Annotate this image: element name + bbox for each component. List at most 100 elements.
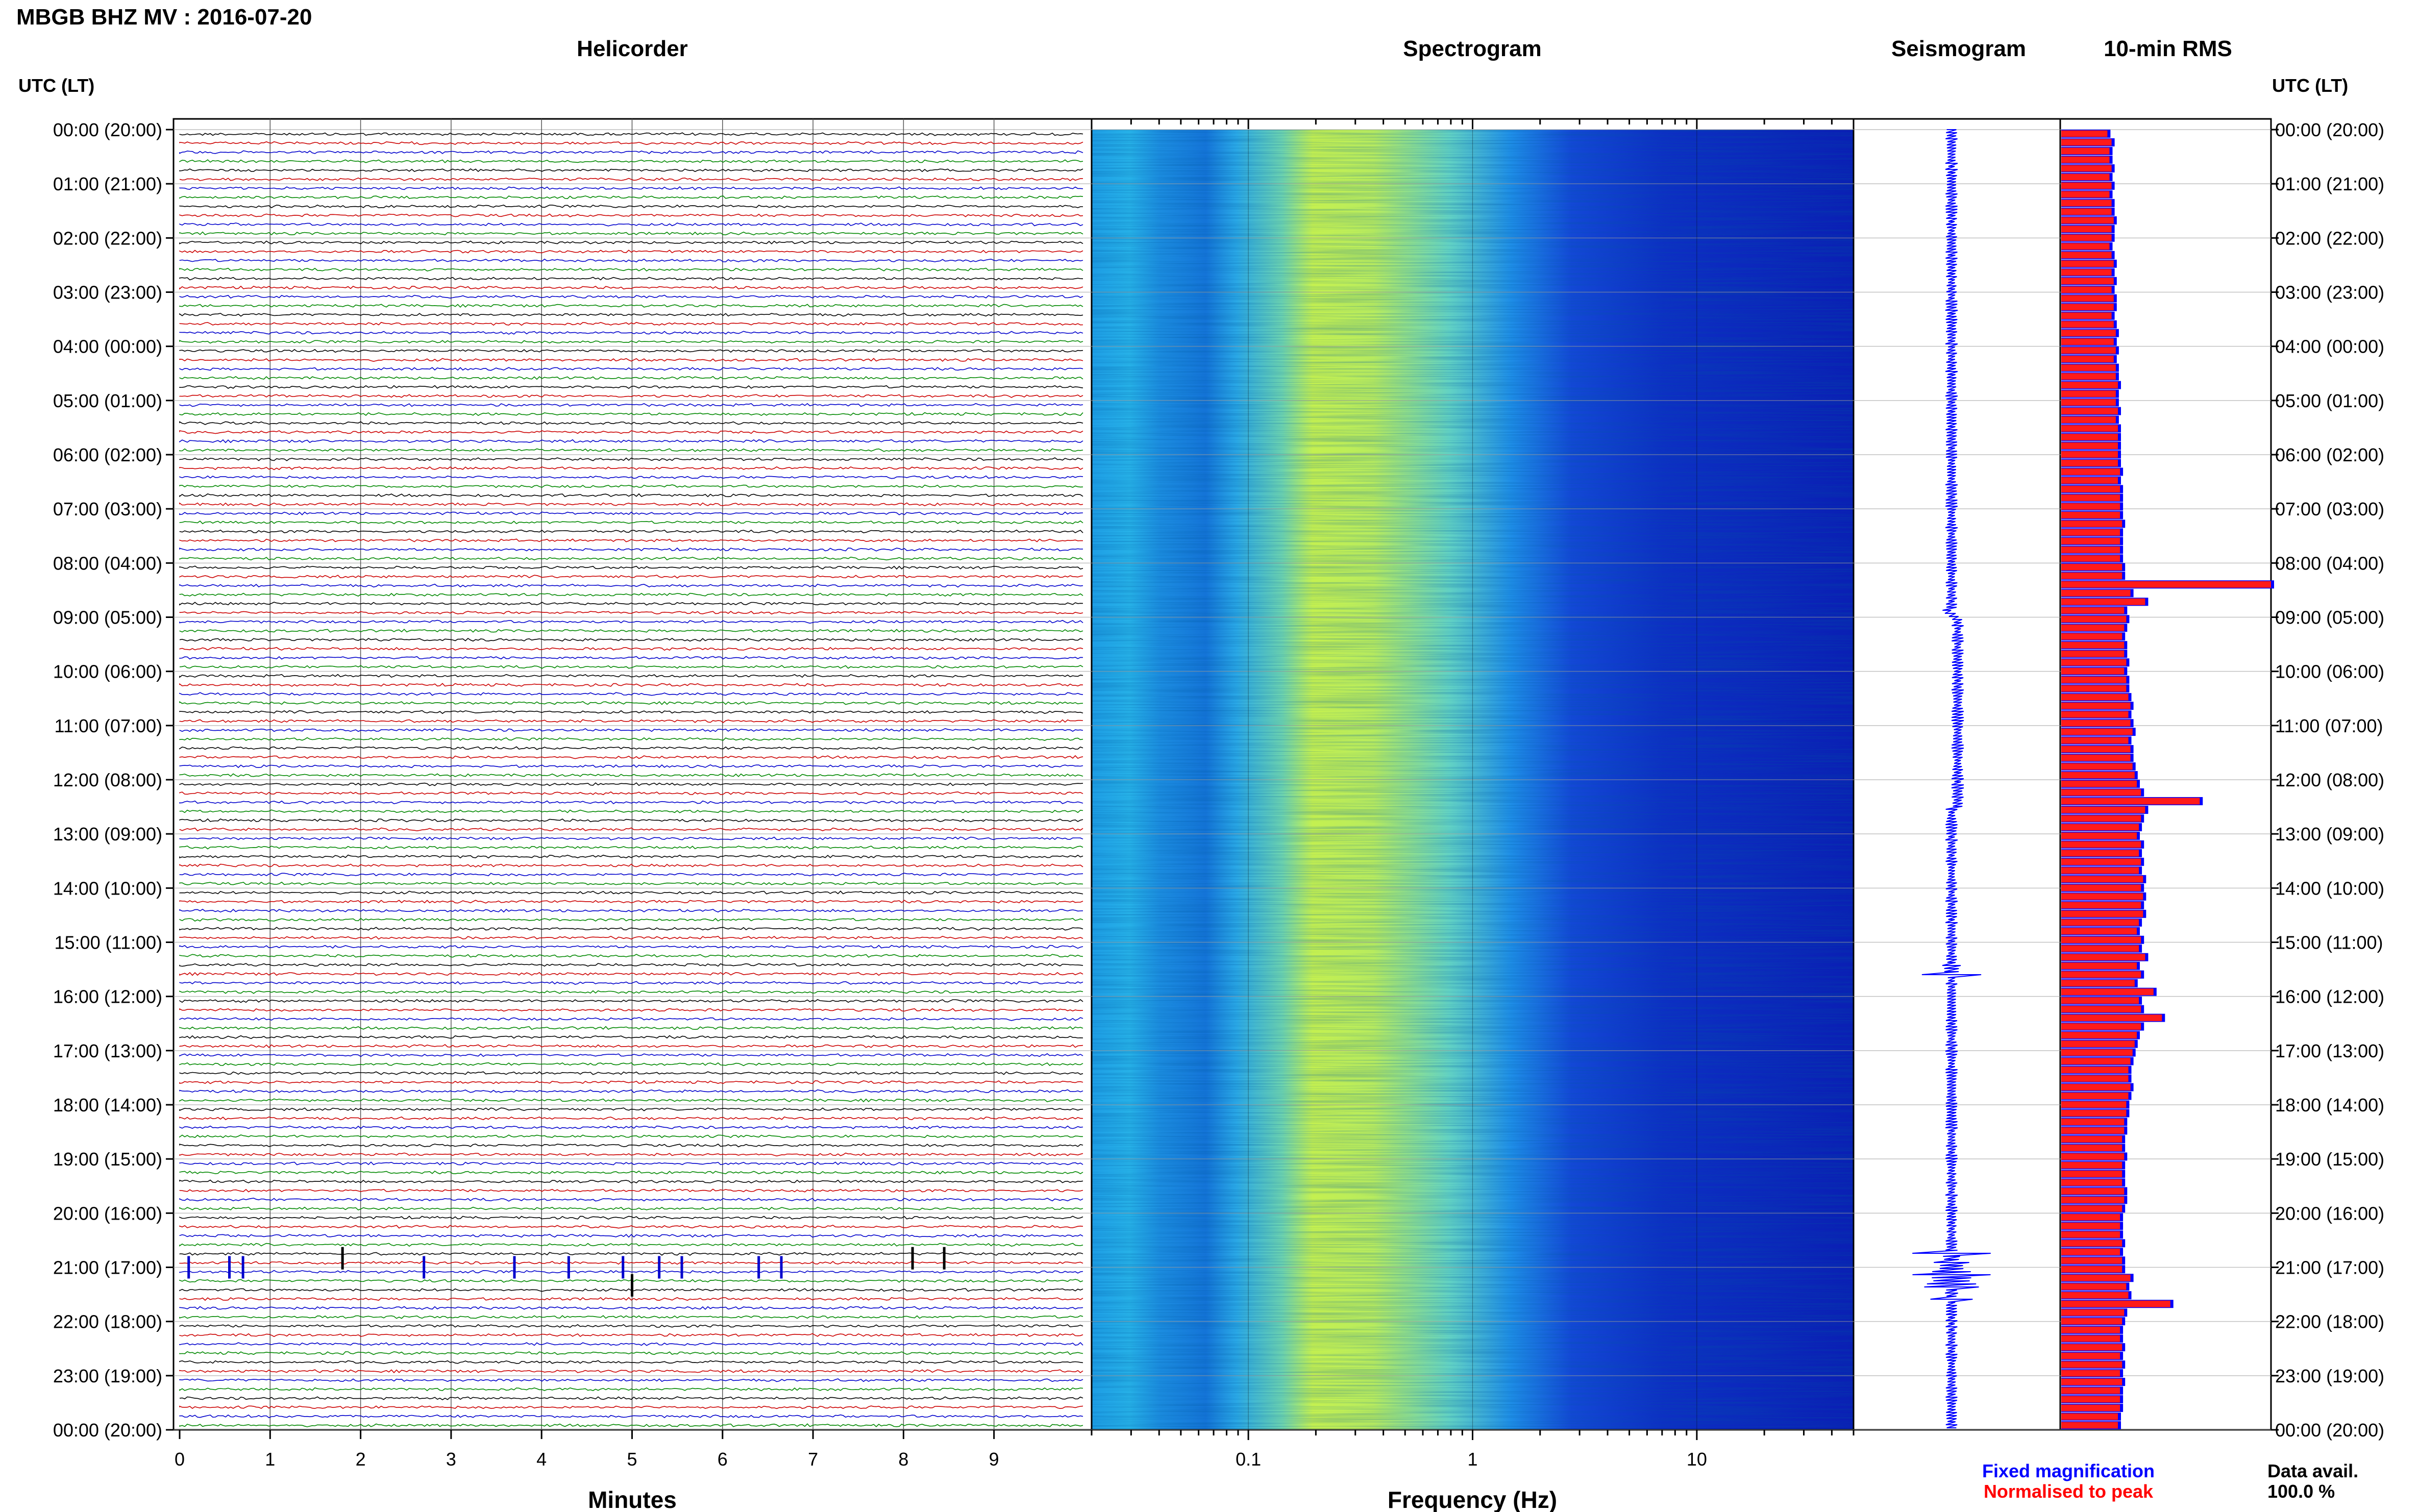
rms-bar-normalised [2061, 919, 2139, 926]
time-label-left: 17:00 (13:00) [53, 1040, 162, 1061]
helicorder-trace [179, 349, 1083, 353]
helicorder-trace [179, 321, 1083, 326]
rms-bar-normalised [2061, 850, 2139, 857]
helicorder-trace [179, 990, 1083, 994]
helicorder-trace [179, 818, 1083, 823]
rms-bar-normalised [2061, 1196, 2125, 1203]
rms-bar-normalised [2061, 468, 2120, 475]
time-label-right: 04:00 (00:00) [2275, 336, 2384, 357]
rms-bar-normalised [2061, 1118, 2125, 1125]
rms-bar-normalised [2061, 893, 2143, 900]
rms-bar-normalised [2061, 633, 2122, 640]
rms-bar-normalised [2061, 1058, 2131, 1065]
helicorder-trace [179, 339, 1083, 344]
rms-bar-normalised [2061, 390, 2116, 398]
helicorder-trace [179, 1179, 1083, 1184]
rms-bar-normalised [2061, 1093, 2129, 1100]
rms-bar-normalised [2061, 442, 2118, 450]
rms-bar-normalised [2061, 858, 2141, 865]
rms-bar-normalised [2061, 252, 2112, 259]
rms-bar-normalised [2061, 1231, 2120, 1238]
helicorder-trace [179, 1333, 1083, 1337]
rms-bar-normalised [2061, 295, 2114, 302]
helicorder-trace [179, 1170, 1083, 1175]
helicorder-trace [179, 728, 1083, 732]
rms-bar-normalised [2061, 1170, 2122, 1177]
rms-bar-normalised [2061, 789, 2141, 796]
helicorder-trace [179, 900, 1083, 904]
helicorder-trace [179, 1008, 1083, 1012]
rms-bar-normalised [2061, 416, 2116, 424]
rms-bar-normalised [2061, 451, 2118, 458]
helicorder-trace [179, 737, 1083, 741]
helicorder-trace [179, 1116, 1083, 1121]
helicorder-trace [179, 1387, 1083, 1392]
helicorder-trace [179, 511, 1083, 515]
time-label-right: 00:00 (20:00) [2275, 119, 2384, 140]
helicorder-trace [179, 294, 1083, 299]
right-axis-title: UTC (LT) [2272, 75, 2348, 96]
rms-bar-normalised [2061, 278, 2114, 285]
helicorder-title: Helicorder [577, 36, 688, 61]
helicorder-trace [179, 475, 1083, 479]
data-availability-label: Data avail. [2267, 1460, 2358, 1481]
helicorder-trace [179, 764, 1083, 769]
helicorder-trace [179, 629, 1083, 633]
rms-bar-normalised [2061, 364, 2116, 371]
time-label-right: 15:00 (11:00) [2275, 932, 2383, 953]
helicorder-trace [179, 258, 1083, 263]
rms-bar-normalised [2061, 598, 2145, 605]
rms-bar-normalised [2061, 728, 2133, 735]
helicorder-trace [179, 945, 1083, 949]
helicorder-trace [179, 999, 1083, 1003]
rms-bar-normalised [2061, 1240, 2122, 1247]
left-axis-title: UTC (LT) [18, 75, 94, 96]
rms-bar-normalised [2061, 650, 2125, 657]
rms-bar-normalised [2061, 537, 2120, 544]
minute-tick-label: 6 [718, 1449, 728, 1470]
time-label-right: 20:00 (16:00) [2275, 1203, 2384, 1224]
time-label-left: 12:00 (08:00) [53, 770, 162, 790]
time-label-left: 14:00 (10:00) [53, 878, 162, 899]
rms-bar-normalised [2061, 607, 2125, 614]
rms-bar-normalised [2061, 867, 2139, 874]
helicorder-trace [179, 1125, 1083, 1130]
helicorder-trace [179, 168, 1083, 172]
helicorder-trace [179, 918, 1083, 922]
helicorder-trace [179, 873, 1083, 877]
helicorder-trace [179, 358, 1083, 362]
helicorder-trace [179, 1279, 1083, 1283]
rms-bar-normalised [2061, 1205, 2122, 1212]
rms-bar-normalised [2061, 720, 2131, 727]
time-label-right: 00:00 (20:00) [2275, 1420, 2384, 1441]
rms-bar-normalised [2061, 737, 2129, 744]
rms-bar-normalised [2061, 910, 2143, 918]
rms-bar-normalised [2061, 243, 2110, 250]
rms-bar-normalised [2061, 321, 2114, 328]
rms-bar-normalised [2061, 780, 2137, 787]
helicorder-trace [179, 304, 1083, 308]
seismogram-title: Seismogram [1891, 36, 2026, 61]
helicorder-trace [179, 962, 1083, 967]
time-label-left: 15:00 (11:00) [55, 932, 162, 953]
helicorder-trace [179, 1423, 1083, 1427]
helicorder-trace [179, 331, 1083, 335]
rms-bar-normalised [2061, 356, 2114, 363]
rms-bar-normalised [2061, 1161, 2122, 1169]
rms-bar-normalised [2061, 1014, 2162, 1022]
helicorder-trace [179, 313, 1083, 317]
helicorder-trace [179, 277, 1083, 281]
minute-tick-label: 3 [446, 1449, 456, 1470]
rms-bar-normalised [2061, 1344, 2122, 1351]
rms-bar-normalised [2061, 286, 2112, 293]
helicorder-trace [179, 213, 1083, 217]
time-label-left: 09:00 (05:00) [53, 607, 162, 628]
rms-bar-normalised [2061, 1309, 2125, 1316]
helicorder-trace [179, 403, 1083, 407]
seismogram-trace [1912, 129, 1991, 1428]
helicorder-trace [179, 1198, 1083, 1202]
helicorder-trace [179, 132, 1083, 136]
rms-bar-normalised [2061, 806, 2145, 813]
rms-bar-normalised [2061, 234, 2112, 241]
rms-bar-normalised [2061, 980, 2135, 987]
